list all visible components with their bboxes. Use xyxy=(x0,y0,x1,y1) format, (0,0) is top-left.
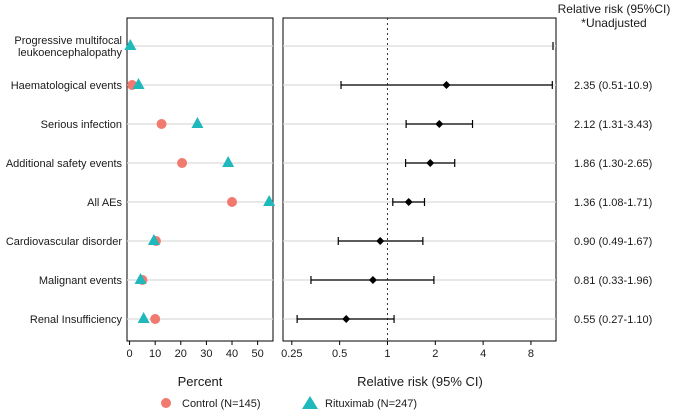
legend-marker-rituximab xyxy=(302,396,318,409)
category-label: Renal Insufficiency xyxy=(30,314,123,326)
percent-tick-label: 50 xyxy=(252,348,264,360)
rituximab-point xyxy=(134,273,147,284)
category-label: Progressive multifocal leukoencephalopath… xyxy=(14,35,122,59)
rr-tick-label: 4 xyxy=(480,348,486,360)
rr-estimate-marker xyxy=(368,276,377,284)
rr-estimate-marker xyxy=(426,159,435,167)
rr-value-label: 0.55 (0.27-1.10) xyxy=(574,314,652,326)
rituximab-point xyxy=(147,234,160,245)
control-point xyxy=(227,197,238,207)
rr-panel xyxy=(282,17,557,342)
percent-tick-label: 0 xyxy=(126,348,132,360)
rituximab-point xyxy=(124,39,137,50)
control-point xyxy=(156,119,167,129)
rr-tick-label: 2 xyxy=(432,348,438,360)
rr-tick-label: 1 xyxy=(384,348,390,360)
x-axis-title-rr: Relative risk (95% CI) xyxy=(357,374,483,389)
rr-value-label: 0.90 (0.49-1.67) xyxy=(574,236,652,248)
rr-value-label: 2.12 (1.31-3.43) xyxy=(574,119,652,131)
percent-tick-label: 40 xyxy=(226,348,238,360)
category-label: Malignant events xyxy=(39,275,123,287)
legend-label-control: Control (N=145) xyxy=(182,398,261,410)
percent-panel xyxy=(126,17,274,342)
percent-tick-label: 20 xyxy=(175,348,187,360)
rituximab-point xyxy=(263,195,276,206)
percent-tick-label: 30 xyxy=(200,348,212,360)
rituximab-point xyxy=(191,117,204,128)
rr-estimate-marker xyxy=(404,198,413,206)
rr-value-label: 1.36 (1.08-1.71) xyxy=(574,197,652,209)
category-label: Additional safety events xyxy=(6,158,123,170)
rr-estimate-marker xyxy=(342,315,351,323)
legend: Control (N=145) Rituximab (N=247) xyxy=(161,396,417,410)
control-point xyxy=(177,158,188,168)
control-point xyxy=(150,314,161,324)
rr-tick-label: 0.5 xyxy=(332,348,347,360)
rr-tick-label: 0.25 xyxy=(281,348,302,360)
category-label: Haematological events xyxy=(11,80,123,92)
rr-estimate-marker xyxy=(442,81,451,89)
category-label: Serious infection xyxy=(41,119,122,131)
rr-value-label: 1.86 (1.30-2.65) xyxy=(574,158,652,170)
percent-tick-label: 10 xyxy=(149,348,161,360)
rr-value-label: 2.35 (0.51-10.9) xyxy=(574,80,652,92)
legend-label-rituximab: Rituximab (N=247) xyxy=(325,398,417,410)
rr-estimate-marker xyxy=(435,120,444,128)
rituximab-point xyxy=(132,78,145,89)
rr-header-note: *Unadjusted xyxy=(581,16,646,30)
rituximab-point xyxy=(222,156,235,167)
rr-value-label: 0.81 (0.33-1.96) xyxy=(574,275,652,287)
category-label: All AEs xyxy=(87,197,122,209)
legend-marker-control xyxy=(161,398,171,408)
rituximab-point xyxy=(137,312,150,323)
rr-tick-label: 8 xyxy=(528,348,534,360)
category-label: Cardiovascular disorder xyxy=(6,236,122,248)
x-axis-title-percent: Percent xyxy=(178,374,223,389)
rr-estimate-marker xyxy=(376,237,385,245)
rr-header: Relative risk (95%CI) xyxy=(558,2,671,16)
